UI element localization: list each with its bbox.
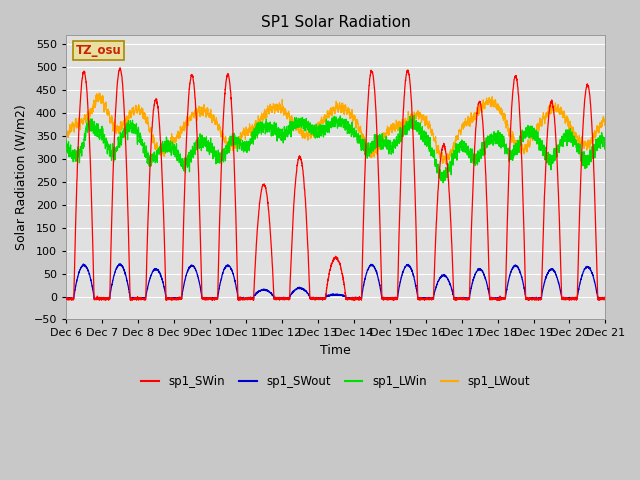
Text: TZ_osu: TZ_osu (76, 44, 122, 57)
Legend: sp1_SWin, sp1_SWout, sp1_LWin, sp1_LWout: sp1_SWin, sp1_SWout, sp1_LWin, sp1_LWout (136, 371, 535, 393)
X-axis label: Time: Time (321, 344, 351, 357)
Y-axis label: Solar Radiation (W/m2): Solar Radiation (W/m2) (15, 105, 28, 250)
Title: SP1 Solar Radiation: SP1 Solar Radiation (261, 15, 411, 30)
